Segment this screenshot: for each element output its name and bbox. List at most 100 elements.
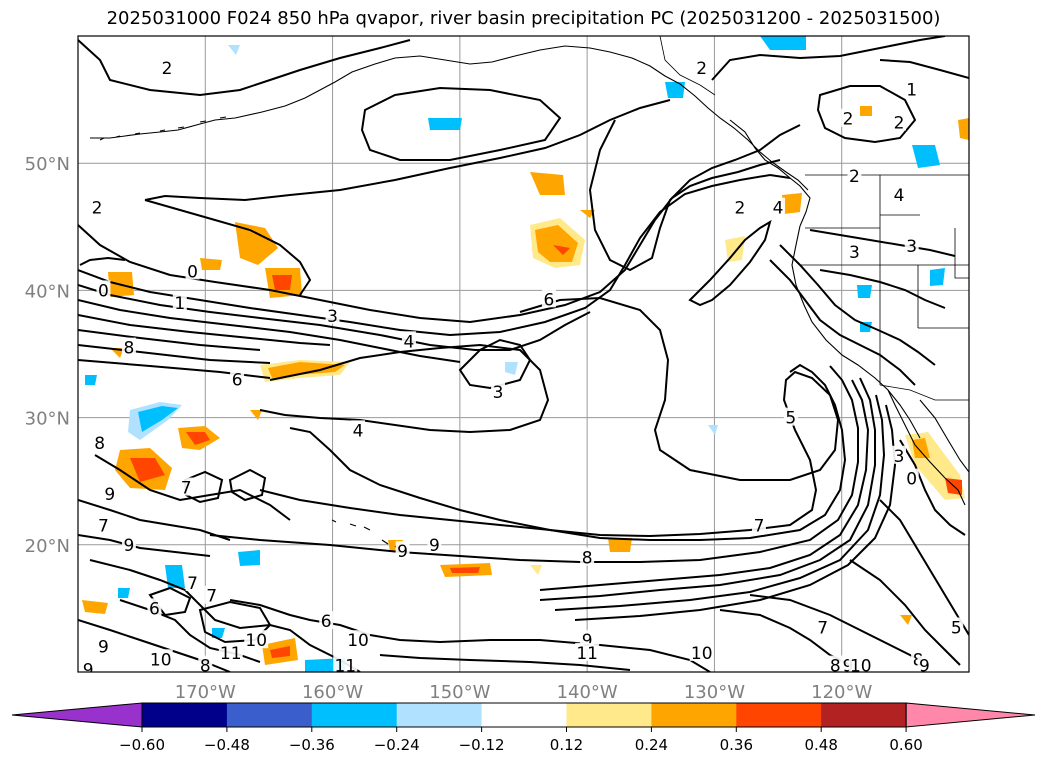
contour-label: 9: [83, 660, 94, 680]
contour-label-background: [751, 515, 766, 534]
contour-label-background: [395, 541, 410, 560]
latitude-label: 30°N: [25, 409, 70, 430]
colorbar-outline: [141, 702, 907, 728]
contour-label-background: [541, 289, 556, 308]
contour-label: 1: [174, 294, 185, 314]
contour-line: [539, 377, 876, 601]
contour-line: [779, 244, 936, 366]
contour-line: [229, 599, 711, 672]
precip-patch-positive: [530, 172, 565, 195]
contour-line: [769, 259, 916, 386]
contour-label-background: [904, 468, 919, 487]
baja-coast: [887, 389, 966, 506]
contour-label: 2: [92, 199, 103, 219]
longitude-label: 120°W: [811, 682, 872, 700]
contour-label-background: [891, 185, 906, 203]
contour-line: [89, 559, 361, 672]
alaska-canada-border: [659, 36, 716, 96]
contour-label: 7: [187, 574, 198, 594]
contour-line: [78, 284, 591, 351]
contour-label: 9: [98, 638, 109, 658]
contour-line: [94, 454, 291, 521]
contour-label: 9: [429, 536, 440, 556]
contour-line: [144, 99, 671, 202]
contour-label-background: [346, 630, 371, 649]
precip-patch-positive: [450, 567, 480, 573]
latitude-label: 40°N: [25, 281, 70, 302]
colorbar-tick-label: −0.24: [374, 736, 420, 754]
contour-label-background: [244, 630, 269, 649]
contour-label-background: [204, 585, 219, 604]
contour-label: 6: [232, 370, 243, 390]
contour-label-background: [891, 445, 906, 464]
contour-label-background: [732, 197, 747, 216]
hawaii-islands: [331, 519, 403, 553]
precip-patch-negative: [138, 406, 178, 432]
contour-label-background: [121, 337, 136, 356]
precip-patch-positive: [250, 410, 262, 420]
contour-label: 0: [187, 262, 198, 282]
mainland-mexico-coast: [919, 399, 969, 473]
contour-label: 1: [906, 80, 917, 100]
contour-label-background: [689, 642, 714, 661]
longitude-label: 170°W: [175, 682, 236, 700]
contour-line: [849, 559, 961, 666]
contour-label: 11: [334, 657, 356, 677]
colorbar-segment: [311, 703, 398, 727]
colorbar-segment: [566, 703, 652, 727]
contour-label: 4: [404, 332, 415, 352]
colorbar-tick-label: −0.60: [119, 736, 165, 754]
contour-label: 7: [181, 479, 192, 499]
contour-line: [749, 594, 921, 661]
contour-label-background: [121, 534, 136, 553]
colorbar-tick-label: 0.60: [889, 736, 922, 754]
contour-label: 7: [754, 517, 765, 537]
precip-patch-positive: [900, 615, 912, 625]
contour-label: 9: [582, 631, 593, 651]
contour-label-background: [81, 659, 96, 672]
precip-patch-negative: [165, 565, 185, 588]
contour-label-background: [172, 293, 187, 312]
contour-label-background: [783, 407, 798, 426]
contour-label-background: [917, 655, 932, 672]
contour-line: [78, 534, 211, 557]
contour-label: 2: [849, 167, 860, 187]
contour-label: 2: [894, 113, 905, 133]
precip-patch-positive: [530, 565, 542, 575]
contour-line: [148, 586, 192, 617]
contour-line: [209, 365, 859, 563]
map-title: 2025031000 F024 850 hPa qvapor, river ba…: [106, 8, 941, 29]
precip-patch-negative: [428, 118, 462, 130]
contour-label-background: [891, 112, 906, 131]
longitude-label: 130°W: [684, 682, 745, 700]
precip-patch-positive: [912, 438, 930, 458]
contour-label: 9: [104, 485, 115, 505]
contour-label-background: [198, 655, 213, 672]
contour-label-background: [904, 79, 919, 98]
contour-line: [819, 269, 946, 309]
contour-line: [78, 173, 791, 337]
bc-coast: [729, 119, 811, 227]
contour-label: 2: [162, 59, 173, 79]
precip-patch-negative: [708, 425, 718, 435]
contour-label: 7: [98, 517, 109, 537]
precip-patch-negative: [238, 550, 260, 566]
contour-label: 8: [124, 339, 135, 359]
colorbar-segment: [396, 703, 483, 727]
precip-patch-negative: [912, 145, 940, 168]
colorbar-extend-min: [11, 702, 143, 728]
contour-label-background: [575, 642, 600, 661]
contour-line: [78, 499, 231, 541]
contour-line: [711, 36, 946, 81]
contour-label-background: [904, 235, 919, 254]
contour-label: 4: [773, 199, 784, 219]
colorbar-segment: [142, 703, 228, 727]
contour-label-background: [949, 617, 964, 636]
contour-label-background: [147, 598, 162, 617]
contour-label: 11: [220, 644, 242, 664]
contour-label-background: [828, 655, 843, 672]
contour-label-background: [847, 242, 862, 261]
contour-label: 10: [850, 657, 872, 677]
